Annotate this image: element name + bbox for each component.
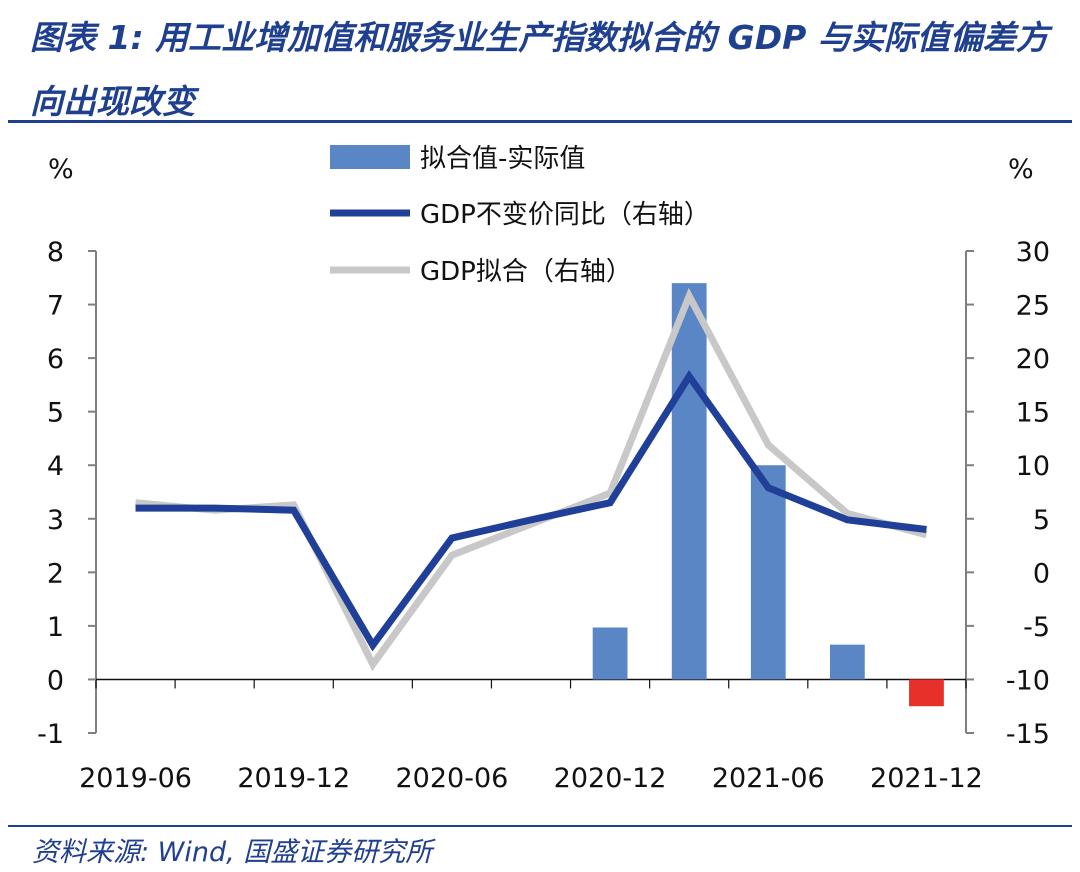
left-tick-label: 0: [47, 665, 64, 696]
bar: [671, 283, 707, 680]
left-axis-unit: %: [48, 154, 74, 185]
legend-label-gdp-actual: GDP不变价同比（右轴）: [420, 200, 710, 230]
left-tick-label: 3: [47, 505, 64, 536]
left-tick-label: 5: [47, 398, 64, 429]
line-gdp-fit: [135, 287, 928, 672]
right-axis-unit: %: [1008, 154, 1034, 185]
right-tick-label: 5: [1033, 505, 1050, 536]
x-tick-label: 2021-06: [712, 763, 825, 794]
right-tick-label: 15: [1016, 398, 1050, 429]
right-tick-label: 0: [1033, 558, 1050, 589]
source-divider: [8, 825, 1072, 827]
left-tick-label: -1: [37, 719, 64, 750]
left-tick-label: 7: [47, 291, 64, 322]
legend-label-bar: 拟合值-实际值: [420, 144, 585, 174]
right-tick-label: 30: [1016, 237, 1050, 268]
line-gdp-actual: [135, 370, 927, 652]
legend-swatch-bar: [330, 145, 410, 169]
chart-title: 图表 1: 用工业增加值和服务业生产指数拟合的 GDP 与实际值偏差方向出现改变: [30, 18, 1049, 121]
bar: [592, 627, 628, 680]
left-tick-label: 1: [47, 612, 64, 643]
legend-label-gdp-fit: GDP拟合（右轴）: [420, 257, 632, 287]
bar: [909, 679, 944, 707]
right-tick-label: -10: [1006, 665, 1050, 696]
bar: [750, 465, 786, 680]
x-tick-label: 2019-12: [237, 763, 350, 794]
right-tick-label: 20: [1016, 344, 1050, 375]
left-tick-label: 8: [47, 237, 64, 268]
left-tick-label: 2: [47, 558, 64, 589]
x-tick-label: 2019-06: [79, 763, 192, 794]
right-tick-label: 10: [1016, 451, 1050, 482]
left-tick-label: 6: [47, 344, 64, 375]
x-tick-label: 2020-12: [554, 763, 667, 794]
source-note: 资料来源: Wind, 国盛证券研究所: [32, 837, 433, 868]
left-tick-label: 4: [47, 451, 64, 482]
bar: [829, 644, 865, 680]
x-tick-label: 2020-06: [396, 763, 509, 794]
right-tick-label: -5: [1023, 612, 1050, 643]
right-tick-label: -15: [1006, 719, 1050, 750]
x-tick-label: 2021-12: [870, 763, 983, 794]
right-tick-label: 25: [1016, 291, 1050, 322]
title-divider: [8, 120, 1072, 123]
